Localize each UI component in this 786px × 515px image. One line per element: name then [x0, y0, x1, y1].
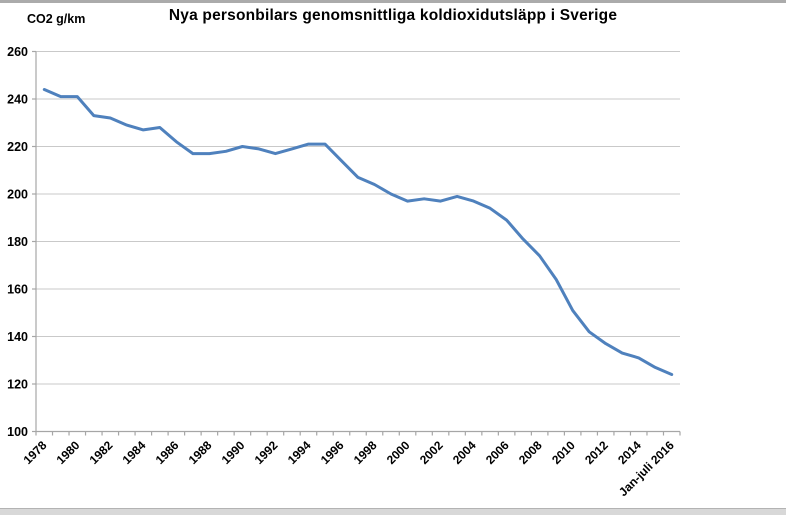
x-tick-label: 1998 — [351, 438, 380, 467]
x-tick-label: 1982 — [87, 438, 116, 467]
y-axis-title: CO2 g/km — [27, 12, 86, 26]
x-tick-label: 1984 — [120, 438, 149, 467]
bottom-window-edge — [0, 508, 786, 515]
y-tick-label: 240 — [7, 93, 28, 107]
y-tick-label: 200 — [7, 188, 28, 202]
x-tick-label: 2004 — [450, 438, 479, 467]
x-tick-labels: 1978 1980 1982 1984 1986 1988 1990 1992 1994 1996… — [21, 438, 677, 499]
x-tick-label: 2006 — [483, 438, 512, 467]
y-tick-label: 180 — [7, 235, 28, 249]
gridlines — [36, 51, 680, 385]
x-tick-label: 1980 — [54, 438, 83, 467]
y-tick-label: 160 — [7, 283, 28, 297]
x-tick-label: 1996 — [318, 438, 347, 467]
x-tick-label: 1992 — [252, 438, 281, 467]
x-tick-label: 2010 — [549, 438, 578, 467]
y-tick-label: 140 — [7, 330, 28, 344]
y-tick-label: 220 — [7, 140, 28, 154]
y-tick-label: 100 — [7, 425, 28, 439]
y-tick-label: 120 — [7, 378, 28, 392]
y-tick-label: 260 — [7, 45, 28, 59]
x-tick-label: 2000 — [384, 438, 413, 467]
x-tick-label: 1986 — [153, 438, 182, 467]
x-tick-label: 2014 — [615, 438, 644, 467]
top-window-edge — [0, 0, 786, 3]
y-tick-labels: 100 120 140 160 180 200 220 240 260 — [7, 45, 28, 439]
x-tick-label: 2002 — [417, 438, 446, 467]
x-tick-label: 2012 — [582, 438, 611, 467]
axis-ticks — [32, 50, 681, 436]
x-tick-label: 1978 — [21, 438, 50, 467]
co2-series-line — [42, 88, 674, 376]
chart-title: Nya personbilars genomsnittliga koldioxi… — [168, 7, 618, 24]
x-tick-label: 1990 — [219, 438, 248, 467]
x-tick-label: 2008 — [516, 438, 545, 467]
x-tick-label: 1988 — [186, 438, 215, 467]
x-tick-label: 1994 — [285, 438, 314, 467]
